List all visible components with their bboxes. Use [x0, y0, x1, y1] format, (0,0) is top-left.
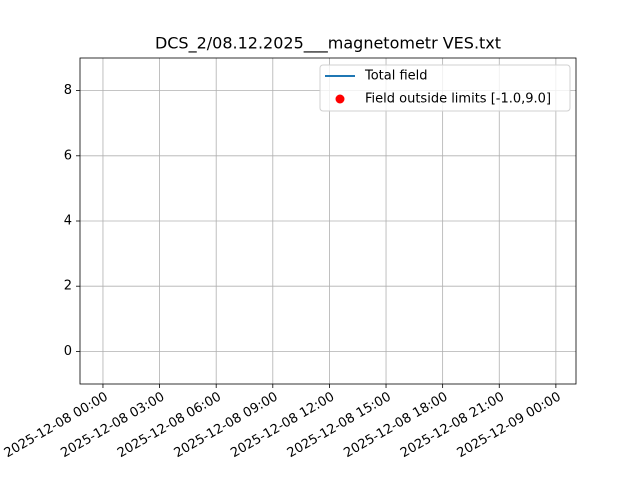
legend-label: Total field: [364, 69, 428, 84]
legend-marker: [335, 94, 345, 104]
legend-box: [319, 64, 571, 112]
legend-label: Field outside limits [-1.0,9.0]: [365, 92, 551, 107]
y-tick-label: 0: [64, 344, 72, 359]
y-tick-label: 4: [64, 214, 72, 229]
y-tick-label: 6: [64, 148, 72, 163]
y-tick-label: 8: [64, 83, 72, 98]
plot-frame: [79, 57, 577, 385]
y-tick-label: 2: [64, 279, 72, 294]
chart-title: DCS_2/08.12.2025___magnetometr VES.txt: [155, 34, 501, 54]
